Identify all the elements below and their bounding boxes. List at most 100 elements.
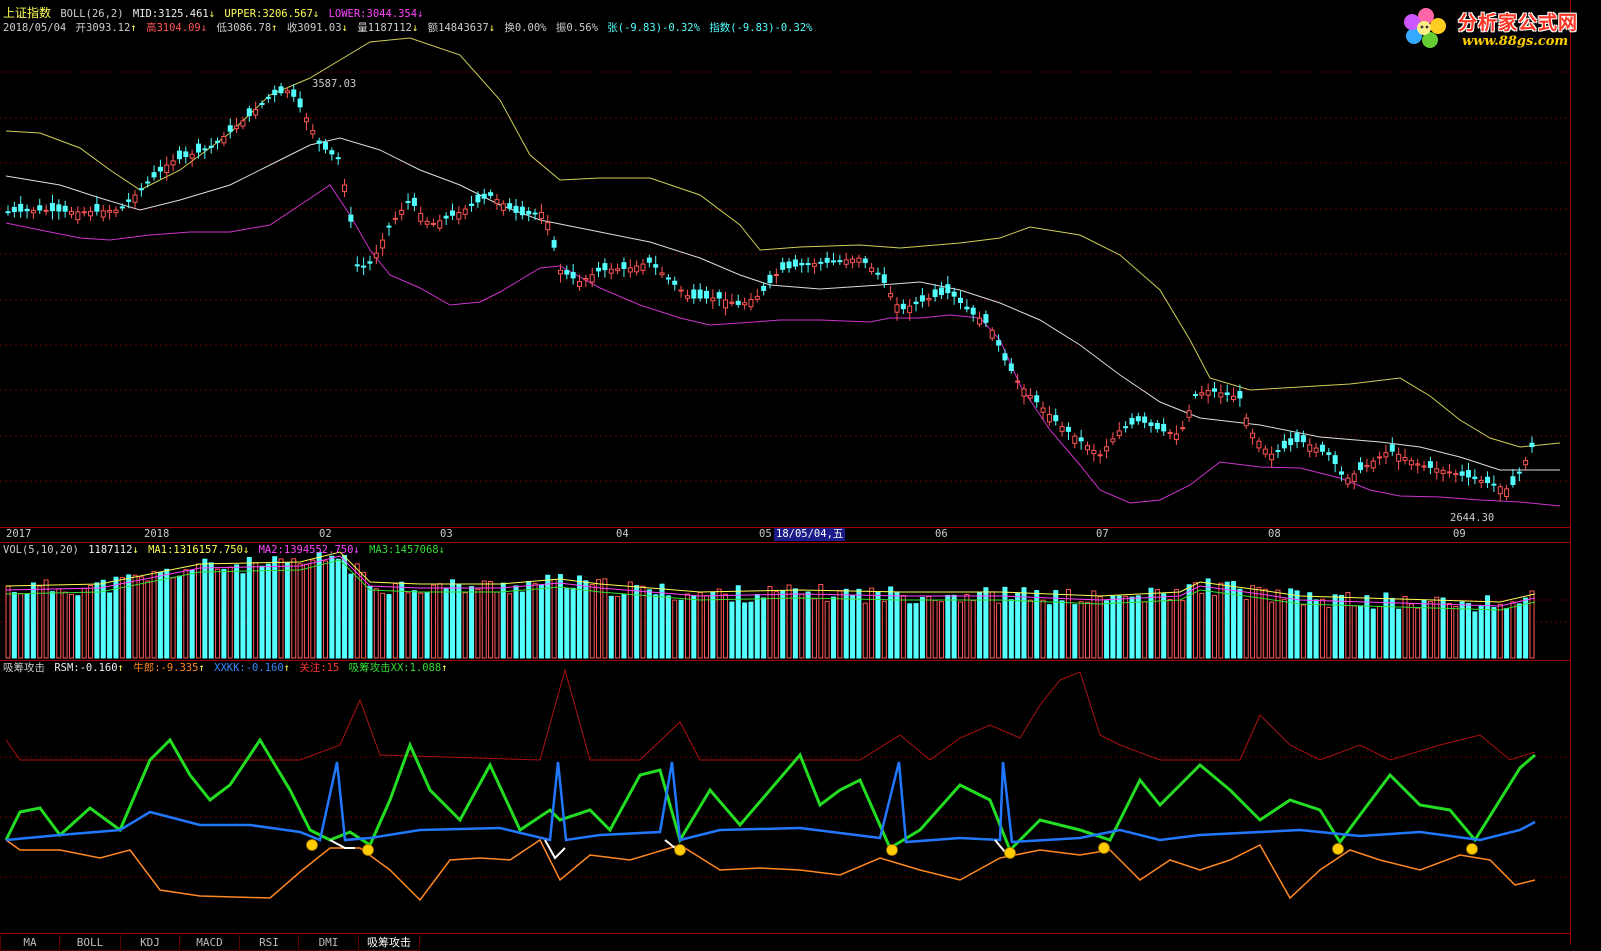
price-candle-body xyxy=(138,188,144,191)
price-candle-body xyxy=(583,277,589,281)
price-candle-body xyxy=(958,297,963,303)
price-candle-body xyxy=(869,267,875,272)
volume-bar xyxy=(881,600,887,659)
price-candle-body xyxy=(697,289,703,299)
price-candle-body xyxy=(1377,456,1383,459)
volume-bar xyxy=(1237,588,1243,659)
volume-bar xyxy=(983,587,989,659)
price-candle-body xyxy=(1345,477,1351,485)
volume-bar xyxy=(126,574,132,659)
volume-bar xyxy=(107,592,113,659)
volume-bar xyxy=(456,583,462,659)
price-candle-body xyxy=(1434,468,1440,473)
volume-bar xyxy=(913,603,919,659)
volume-bar xyxy=(1491,607,1497,659)
volume-bar xyxy=(475,588,481,659)
volume-bar xyxy=(1091,590,1097,659)
volume-bar xyxy=(196,563,201,659)
price-candle-body xyxy=(240,120,246,127)
index-change-value: 指数(-9.83)-0.32% xyxy=(709,22,813,34)
logo-title: 分析家公式网 xyxy=(1458,12,1579,34)
volume-title[interactable]: VOL(5,10,20) xyxy=(3,544,79,556)
price-candle-body xyxy=(1415,463,1421,466)
arrow-down-icon: ↓ xyxy=(242,544,250,556)
close-price: 收3091.03 xyxy=(286,22,342,34)
arrow-up-icon: ↑ xyxy=(283,662,290,674)
volume-bar xyxy=(608,595,614,659)
price-candle-body xyxy=(1027,394,1033,399)
boll-mid-line xyxy=(5,137,1560,471)
index-name[interactable]: 上证指数 xyxy=(3,6,52,20)
volume-bar xyxy=(30,582,36,659)
volume-bar xyxy=(62,591,68,659)
price-candle-body xyxy=(850,258,856,264)
volume-bar xyxy=(850,595,856,659)
volume-bar xyxy=(1167,598,1173,659)
volume-bar xyxy=(875,591,881,659)
price-candle-body xyxy=(837,260,843,263)
indicator-panel-name[interactable]: 吸筹攻击 xyxy=(3,662,45,674)
price-candle-body xyxy=(411,197,417,207)
tab-macd[interactable]: MACD xyxy=(179,935,240,951)
volume-bar xyxy=(570,587,576,659)
volume-bar xyxy=(1199,592,1205,659)
price-candle-body xyxy=(456,211,462,220)
price-candle-body xyxy=(1497,486,1503,495)
volume-bar xyxy=(380,592,386,659)
price-candle-body xyxy=(1472,476,1478,480)
date-tick-2017: 2017 xyxy=(6,528,32,540)
volume-bar xyxy=(1097,596,1103,659)
volume-bar xyxy=(481,580,487,659)
tab-rsi[interactable]: RSI xyxy=(239,935,299,951)
price-candle-body xyxy=(367,261,373,264)
volume-bar xyxy=(926,595,932,659)
price-candle-body xyxy=(1180,427,1186,430)
volume-bar xyxy=(1529,590,1535,659)
volume-bar xyxy=(202,558,208,659)
volume-bar xyxy=(145,580,151,659)
volume-bar xyxy=(303,563,309,659)
volume-bar xyxy=(678,599,684,659)
price-candle-body xyxy=(1529,442,1535,448)
price-candle-body xyxy=(1275,450,1281,453)
volume-bar xyxy=(1027,599,1033,659)
volume-bar xyxy=(767,586,773,659)
volume-bar xyxy=(1421,599,1427,659)
tab-dmi[interactable]: DMI xyxy=(298,935,359,951)
tab-kdj[interactable]: KDJ xyxy=(120,935,180,951)
volume-bar xyxy=(589,583,595,659)
price-candle-body xyxy=(88,210,94,217)
volume-bar xyxy=(386,594,392,659)
price-candle-body xyxy=(1091,449,1097,455)
price-candle-body xyxy=(1078,437,1084,442)
rsm-value: RSM:-0.160 xyxy=(54,662,118,674)
volume-bar xyxy=(342,555,348,659)
price-candle-body xyxy=(1053,415,1059,422)
tab-boll[interactable]: BOLL xyxy=(59,935,121,951)
amplitude-value: 振0.56% xyxy=(555,22,598,34)
price-candle-body xyxy=(1116,430,1122,437)
volume-bar xyxy=(621,593,627,659)
price-candle-body xyxy=(107,210,113,213)
price-candle-body xyxy=(1427,461,1433,468)
volume-bar xyxy=(1523,597,1529,659)
price-candle-body xyxy=(932,289,938,297)
volume-bar xyxy=(113,576,119,659)
price-candle-body xyxy=(1351,473,1357,482)
volume-ma2: MA2:1394552.750 xyxy=(258,544,354,556)
price-candle-body xyxy=(900,303,906,310)
volume-bar xyxy=(272,556,278,659)
volume-bar xyxy=(977,592,983,659)
volume-bar xyxy=(507,593,513,659)
price-candle-body xyxy=(526,210,532,215)
site-logo[interactable]: 分析家公式网 www.88gs.com xyxy=(1400,2,1598,56)
price-candle-body xyxy=(488,192,494,196)
price-candle-body xyxy=(94,203,100,212)
indicator-name[interactable]: BOLL(26,2) xyxy=(60,8,124,20)
volume-bar xyxy=(430,584,436,659)
tab-xichou-gongji[interactable]: 吸筹攻击 xyxy=(358,935,420,951)
price-candle-body xyxy=(380,239,386,249)
tab-ma[interactable]: MA xyxy=(0,935,60,951)
volume-bar xyxy=(316,551,322,659)
